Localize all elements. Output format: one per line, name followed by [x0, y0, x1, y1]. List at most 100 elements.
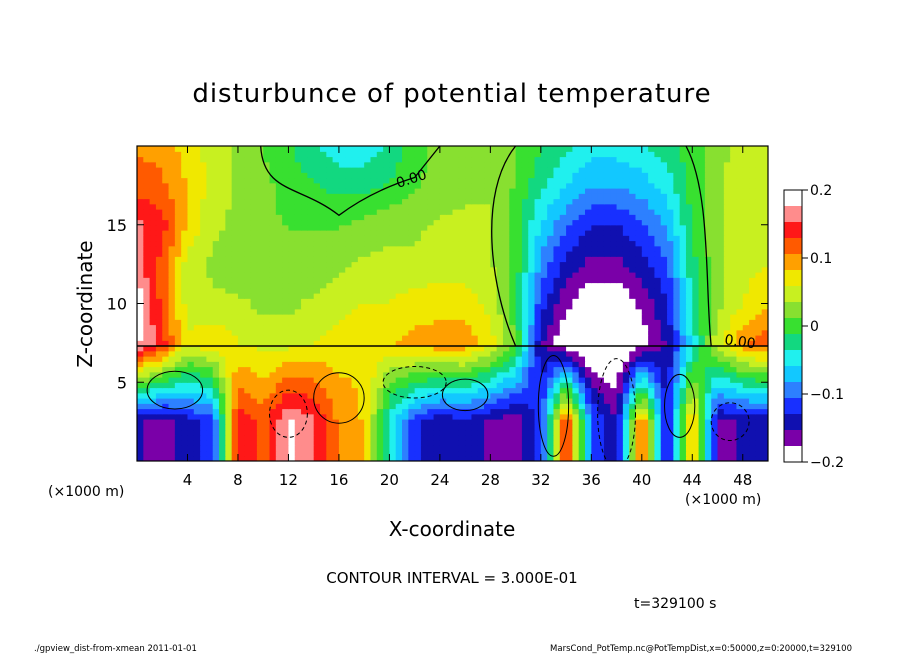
heatmap-cell	[730, 387, 738, 394]
heatmap-cell	[294, 219, 302, 226]
heatmap-cell	[149, 303, 157, 310]
heatmap-cell	[458, 203, 466, 210]
heatmap-cell	[458, 256, 466, 263]
heatmap-cell	[181, 382, 189, 389]
heatmap-cell	[578, 335, 586, 341]
heatmap-cell	[174, 198, 182, 205]
heatmap-cell	[439, 361, 447, 368]
heatmap-cell	[181, 277, 189, 284]
heatmap-cell	[212, 287, 220, 294]
heatmap-cell	[149, 272, 157, 278]
heatmap-cell	[319, 366, 327, 373]
heatmap-cell	[143, 314, 151, 320]
heatmap-cell	[704, 371, 712, 378]
heatmap-cell	[338, 272, 346, 278]
heatmap-cell	[137, 329, 144, 336]
heatmap-cell	[256, 282, 264, 289]
heatmap-cell	[597, 350, 605, 357]
heatmap-cell	[484, 424, 491, 431]
heatmap-cell	[174, 440, 182, 446]
heatmap-cell	[433, 245, 441, 252]
heatmap-cell	[585, 251, 592, 257]
heatmap-cell	[698, 424, 706, 431]
heatmap-cell	[471, 303, 479, 310]
heatmap-cell	[465, 350, 473, 357]
heatmap-cell	[395, 198, 403, 205]
heatmap-cell	[749, 340, 756, 347]
heatmap-cell	[452, 382, 460, 389]
heatmap-cell	[364, 445, 372, 452]
heatmap-cell	[319, 440, 327, 446]
heatmap-cell	[231, 324, 239, 331]
heatmap-cell	[389, 314, 397, 320]
heatmap-cell	[521, 235, 529, 242]
heatmap-cell	[452, 287, 460, 294]
heatmap-cell	[635, 356, 643, 362]
heatmap-cell	[660, 319, 668, 326]
heatmap-cell	[502, 282, 510, 289]
heatmap-cell	[502, 450, 510, 457]
heatmap-cell	[736, 392, 744, 399]
heatmap-cell	[521, 455, 529, 461]
heatmap-cell	[193, 203, 201, 210]
heatmap-cell	[692, 214, 700, 221]
heatmap-cell	[345, 214, 353, 221]
heatmap-cell	[528, 361, 536, 368]
heatmap-cell	[559, 329, 567, 336]
heatmap-cell	[307, 445, 315, 452]
heatmap-cell	[275, 392, 283, 399]
heatmap-cell	[585, 214, 592, 221]
heatmap-cell	[181, 392, 189, 399]
heatmap-cell	[427, 214, 435, 221]
heatmap-cell	[137, 371, 144, 378]
heatmap-cell	[502, 350, 510, 357]
heatmap-cell	[269, 455, 277, 461]
heatmap-cell	[219, 251, 226, 257]
heatmap-cell	[263, 198, 271, 205]
heatmap-cell	[200, 230, 208, 236]
heatmap-cell	[591, 282, 599, 289]
heatmap-cell	[660, 434, 668, 441]
heatmap-cell	[237, 445, 245, 452]
heatmap-cell	[357, 224, 365, 231]
heatmap-cell	[742, 282, 750, 289]
heatmap-cell	[477, 340, 485, 347]
heatmap-cell	[660, 392, 668, 399]
heatmap-cell	[749, 408, 756, 415]
heatmap-cell	[742, 219, 750, 226]
heatmap-cell	[389, 293, 397, 299]
heatmap-cell	[357, 230, 365, 236]
heatmap-cell	[414, 440, 422, 446]
heatmap-cell	[263, 408, 271, 415]
heatmap-cell	[515, 429, 523, 436]
heatmap-cell	[622, 361, 630, 368]
heatmap-cell	[301, 403, 308, 410]
heatmap-cell	[250, 434, 258, 441]
heatmap-cell	[591, 324, 599, 331]
heatmap-cell	[162, 261, 170, 268]
heatmap-cell	[402, 356, 409, 362]
heatmap-cell	[610, 272, 618, 278]
heatmap-cell	[458, 230, 466, 236]
heatmap-cell	[250, 424, 258, 431]
heatmap-cell	[439, 340, 447, 347]
heatmap-cell	[389, 203, 397, 210]
heatmap-cell	[383, 398, 390, 404]
heatmap-cell	[736, 424, 744, 431]
heatmap-cell	[578, 219, 586, 226]
heatmap-cell	[723, 314, 731, 320]
heatmap-cell	[667, 424, 674, 431]
heatmap-cell	[155, 214, 163, 221]
heatmap-cell	[414, 445, 422, 452]
heatmap-cell	[244, 240, 252, 247]
heatmap-cell	[540, 455, 548, 461]
heatmap-cell	[231, 287, 239, 294]
heatmap-cell	[528, 198, 536, 205]
heatmap-cell	[282, 356, 290, 362]
heatmap-cell	[534, 203, 542, 210]
heatmap-cell	[269, 303, 277, 310]
heatmap-cell	[408, 245, 416, 252]
heatmap-cell	[193, 434, 201, 441]
heatmap-cell	[692, 266, 700, 273]
